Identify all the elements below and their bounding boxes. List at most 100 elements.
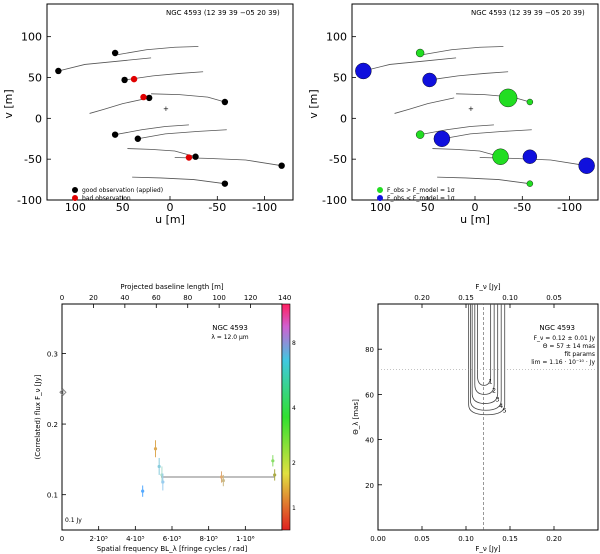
x-tick-label: 0.00 [370, 535, 386, 543]
legend-marker-good [72, 187, 78, 193]
uv-track [137, 129, 227, 140]
plot-frame [61, 303, 283, 531]
x-tick-label: 0.05 [414, 535, 430, 543]
y-tick-label: -100 [322, 194, 347, 207]
good-observation-point [111, 131, 119, 138]
colorbar-tick: 4 [292, 405, 296, 412]
contour-label: 1 [489, 378, 493, 385]
colorbar-top-label: 140 [278, 294, 291, 302]
good-observation-point [221, 98, 229, 106]
contour-label: 3 [496, 396, 500, 403]
x-tick-label: 100 [65, 201, 86, 214]
y-tick-label: -50 [24, 153, 42, 166]
chi2-contour [477, 304, 492, 386]
y-tick-label: 0.3 [47, 350, 58, 358]
x-tick-label: 6·10⁵ [163, 535, 182, 543]
flux-excess-point [415, 130, 425, 139]
good-observation-point [134, 135, 142, 142]
uv-track [151, 93, 225, 103]
x-tick-label: 0.15 [502, 535, 518, 543]
x-axis-label: F_ν [Jy] [475, 545, 501, 553]
annotation-theta: Θ = 57 ± 14 mas [543, 343, 595, 350]
uv-track [124, 71, 204, 81]
x-axis-label: u [m] [460, 213, 490, 226]
x-tick-label: -50 [513, 201, 531, 214]
colorbar-tick: 8 [292, 340, 296, 347]
uv-track [363, 57, 457, 72]
chart-subtitle: λ = 12.0 μm [211, 334, 248, 341]
x-tick-label: 0 [167, 201, 174, 214]
flux-excess-point [415, 48, 425, 58]
y-tick-label: 80 [365, 346, 374, 354]
flux-excess-point [492, 148, 509, 165]
y-tick-label: 0.2 [47, 421, 58, 429]
top-x-tick-label: 0.10 [502, 294, 518, 302]
good-observation-point [121, 76, 128, 84]
chi2-contour [474, 304, 495, 395]
top-x-axis-label: Projected baseline length [m] [120, 283, 224, 291]
bad-observation-point [130, 75, 138, 83]
correlated-flux-point [141, 489, 145, 493]
correlated-flux-point [157, 464, 161, 469]
x-tick-label: 0.10 [458, 535, 474, 543]
chart-title: NGC 4593 [539, 324, 575, 332]
uv-track [420, 124, 494, 136]
y-tick-label: 40 [365, 437, 374, 445]
x-tick-label: 100 [370, 201, 391, 214]
top-x-tick-label: 40 [120, 294, 129, 302]
y-tick-label: 60 [365, 391, 374, 399]
y-axis-label: (Correlated) flux F_ν [Jy] [34, 374, 42, 459]
x-tick-label: 4·10⁵ [126, 535, 145, 543]
contour-label: 5 [503, 408, 507, 415]
chart-title: NGC 4593 (12 39 39 −05 20 39) [471, 9, 585, 17]
chart-title: NGC 4593 (12 39 39 −05 20 39) [166, 9, 280, 17]
annotation-fit: fit params [564, 351, 595, 358]
x-tick-label: 2·10⁵ [89, 535, 108, 543]
contour-label: 2 [492, 387, 496, 394]
good-observation-point [221, 180, 229, 187]
x-axis-label: u [m] [155, 213, 185, 226]
x-tick-label: -100 [252, 201, 277, 214]
top-x-tick-label: 0.20 [414, 294, 430, 302]
uv-track [89, 97, 150, 114]
good-observation-point [111, 49, 119, 57]
uv-track [394, 97, 455, 114]
good-observation-point [145, 94, 153, 102]
y-tick-label: 100 [21, 31, 42, 44]
correlated-flux-point [161, 480, 165, 484]
correlated-flux-point [219, 475, 224, 479]
y-tick-label: 50 [333, 72, 347, 85]
annotation-limit: lim = 1.16 · 10⁻¹⁰ · Jy [531, 359, 595, 366]
colorbar [281, 303, 291, 531]
y-tick-label: 20 [365, 482, 374, 490]
uv-track [432, 148, 501, 158]
x-tick-label: -100 [557, 201, 582, 214]
uv-track [117, 46, 199, 56]
plot-frame [351, 3, 599, 201]
colorbar-tick: 2 [292, 460, 296, 467]
panel-correlated-flux: NGC 4593 λ = 12.0 μm Projected baseline … [34, 283, 296, 553]
panel-chi2-contours: F_ν [Jy] NGC 4593 F_ν = 0.12 ± 0.01 Jy Θ… [352, 283, 599, 553]
top-x-tick-label: 60 [152, 294, 161, 302]
flux-scale-note: 0.1 Jy [65, 517, 82, 524]
uv-track [127, 148, 196, 158]
y-tick-label: 100 [326, 31, 347, 44]
top-x-tick-label: 0 [60, 294, 64, 302]
x-tick-label: 0 [472, 201, 479, 214]
bad-observation-point [185, 154, 193, 161]
x-tick-label: 50 [421, 201, 435, 214]
legend: good observation (applied) bad observati… [72, 187, 163, 202]
chi2-contour [470, 304, 502, 411]
uv-track [429, 71, 509, 81]
uv-track [442, 129, 532, 140]
contour-label: 4 [499, 403, 503, 410]
correlated-flux-point [271, 459, 275, 463]
good-observation-point [55, 67, 62, 75]
top-x-tick-label: 20 [89, 294, 98, 302]
legend-marker-blue [377, 195, 383, 201]
correlated-flux-point [273, 473, 277, 477]
legend-label-blue: F_obs < F_model = 1σ [387, 195, 455, 202]
flux-excess-point [498, 88, 518, 108]
y-axis-label: v [m] [2, 89, 15, 118]
flux-deficit-point [422, 72, 437, 88]
